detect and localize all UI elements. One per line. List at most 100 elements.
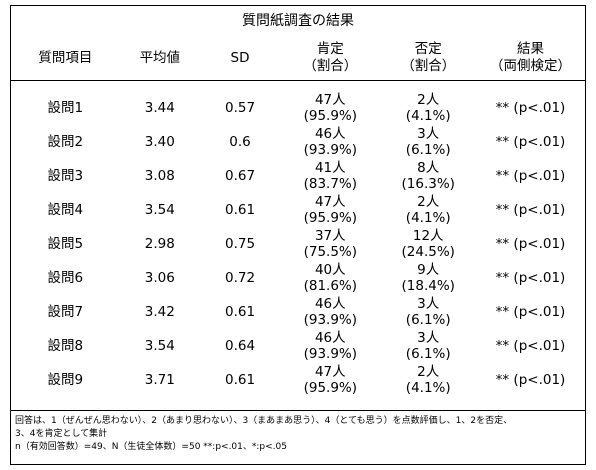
table-cell: 46人 (93.9%): [280, 295, 380, 329]
table-cell: 3.54: [144, 338, 175, 354]
table-cell: ** (p<.01): [495, 270, 566, 286]
table-cell: ** (p<.01): [495, 134, 566, 150]
cell-line: (4.1%): [405, 210, 451, 226]
table-cell: 設問5: [47, 236, 84, 252]
cell-line: （割合）: [401, 58, 456, 74]
table-cell: 8人 (16.3%): [380, 159, 476, 193]
table-cell: ** (p<.01): [495, 202, 566, 218]
cell-line: (93.9%): [303, 346, 358, 362]
table-cell: ** (p<.01): [495, 100, 566, 116]
table-cell: 0.61: [225, 372, 256, 388]
cell-line: (75.5%): [303, 244, 358, 260]
table-cell: ** (p<.01): [495, 338, 566, 354]
table-cell: 3.08: [144, 168, 175, 184]
table-row: 設問6 3.06 0.72 40人 (81.6%) 9人 (18.4%) ** (p<.01): [11, 261, 585, 295]
cell-line: 8人: [417, 160, 440, 176]
cell-line: 肯定: [316, 41, 344, 57]
cell-line: 2人: [417, 364, 440, 380]
table-cell: 2人 (4.1%): [380, 363, 476, 397]
table-cell: 3.44: [144, 100, 175, 116]
table-cell: 40人 (81.6%): [280, 261, 380, 295]
table-cell: 3.54: [144, 202, 175, 218]
table-cell: 2人 (4.1%): [380, 193, 476, 227]
table-cell: 3.71: [144, 372, 175, 388]
cell-line: 46人: [314, 126, 346, 142]
cell-line: 2人: [417, 92, 440, 108]
cell-line: (18.4%): [401, 278, 455, 294]
cell-line: 46人: [314, 330, 346, 346]
table-cell: 0.61: [225, 304, 256, 320]
cell-line: (16.3%): [401, 176, 455, 192]
table-cell: 3人 (6.1%): [380, 125, 476, 159]
cell-line: （割合）: [303, 58, 358, 74]
cell-line: 否定: [414, 41, 442, 57]
cell-line: (81.6%): [303, 278, 358, 294]
table-cell: 2.98: [144, 236, 175, 252]
results-table: 質問項目 平均値 SD 肯定 （割合） 否定 （割合） 結果 （両側検定） 設問1 3.44 0.5…: [11, 36, 585, 397]
cell-line: 12人: [412, 228, 444, 244]
column-header: 結果 （両側検定）: [475, 36, 585, 81]
table-cell: 3.42: [144, 304, 175, 320]
note-line: n（有効回答数）=49、N（生徒全体数）=50 **:p<.01、*:p<.05: [15, 442, 287, 452]
cell-line: (95.9%): [303, 108, 358, 124]
cell-line: (83.7%): [303, 176, 358, 192]
table-cell: 46人 (93.9%): [280, 329, 380, 363]
table-cell: 47人 (95.9%): [280, 193, 380, 227]
cell-line: 47人: [314, 194, 346, 210]
column-header: 平均値: [119, 36, 200, 81]
table-cell: 3.06: [144, 270, 175, 286]
table-frame: 質問紙調査の結果 質問項目 平均値 SD 肯定 （割合） 否定 （割合） 結果 （両側検定） 設…: [10, 5, 586, 465]
cell-line: 2人: [417, 194, 440, 210]
table-cell: 設問3: [47, 168, 84, 184]
title: 質問紙調査の結果: [242, 13, 354, 29]
cell-line: 46人: [314, 296, 346, 312]
cell-line: (95.9%): [303, 210, 358, 226]
cell-line: (4.1%): [405, 380, 451, 396]
cell-line: 3人: [417, 296, 440, 312]
table-cell: ** (p<.01): [495, 236, 566, 252]
table-cell: 0.6: [229, 134, 251, 150]
column-header: SD: [199, 36, 281, 81]
table-cell: 0.72: [225, 270, 256, 286]
table-cell: 37人 (75.5%): [280, 227, 380, 261]
table-cell: 設問2: [47, 134, 84, 150]
cell-line: （両側検定）: [489, 58, 571, 74]
cell-line: 41人: [314, 160, 346, 176]
table-cell: 3人 (6.1%): [380, 329, 476, 363]
cell-line: 40人: [314, 262, 346, 278]
cell-line: 47人: [314, 364, 346, 380]
table-row: 設問3 3.08 0.67 41人 (83.7%) 8人 (16.3%) ** (p<.01): [11, 159, 585, 193]
table-cell: 0.67: [225, 168, 256, 184]
table-cell: 設問4: [47, 202, 84, 218]
cell-line: 3人: [417, 330, 440, 346]
cell-line: 結果: [516, 41, 544, 57]
table-cell: 設問8: [47, 338, 84, 354]
table-cell: 0.64: [225, 338, 256, 354]
table-cell: 2人 (4.1%): [380, 81, 476, 126]
table-row: 設問5 2.98 0.75 37人 (75.5%) 12人 (24.5%) ** (p<.01…: [11, 227, 585, 261]
table-cell: 3.40: [144, 134, 175, 150]
table-body: 設問1 3.44 0.57 47人 (95.9%) 2人 (4.1%) ** (p<.01) 設…: [11, 81, 585, 398]
table-cell: 9人 (18.4%): [380, 261, 476, 295]
cell-line: (6.1%): [405, 346, 451, 362]
header-row: 質問項目 平均値 SD 肯定 （割合） 否定 （割合） 結果 （両側検定）: [11, 36, 585, 81]
column-header: 肯定 （割合）: [280, 36, 381, 81]
cell-line: (95.9%): [303, 380, 358, 396]
table-row: 設問8 3.54 0.64 46人 (93.9%) 3人 (6.1%) ** (p<.01): [11, 329, 585, 363]
table-row: 設問4 3.54 0.61 47人 (95.9%) 2人 (4.1%) ** (p<.01): [11, 193, 585, 227]
table-cell: 設問7: [47, 304, 84, 320]
cell-line: (24.5%): [401, 244, 455, 260]
cell-line: (93.9%): [303, 312, 358, 328]
table-cell: 47人 (95.9%): [280, 363, 380, 397]
table-cell: 設問1: [47, 100, 84, 116]
notes: 回答は、1（ぜんぜん思わない）、2（あまり思わない）、3（まあまあ思う）、4（と…: [11, 410, 585, 458]
note-line: 3、4を肯定として集計: [15, 429, 108, 439]
table-row: 設問9 3.71 0.61 47人 (95.9%) 2人 (4.1%) ** (p<.01): [11, 363, 585, 397]
table-cell: 0.75: [225, 236, 256, 252]
cell-line: 37人: [314, 228, 346, 244]
cell-line: 3人: [417, 126, 440, 142]
table-cell: 46人 (93.9%): [280, 125, 380, 159]
table-row: 設問2 3.40 0.6 46人 (93.9%) 3人 (6.1%) ** (p<.01): [11, 125, 585, 159]
table-cell: 0.57: [225, 100, 256, 116]
